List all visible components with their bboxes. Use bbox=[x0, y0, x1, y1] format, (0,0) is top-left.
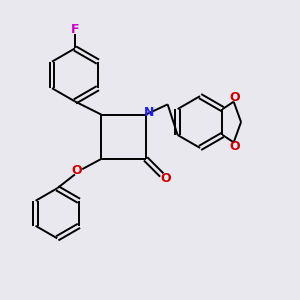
Text: N: N bbox=[144, 106, 154, 119]
Text: F: F bbox=[71, 23, 79, 36]
Text: O: O bbox=[72, 164, 82, 177]
Text: O: O bbox=[230, 91, 241, 104]
Text: O: O bbox=[230, 140, 241, 153]
Text: O: O bbox=[160, 172, 171, 185]
